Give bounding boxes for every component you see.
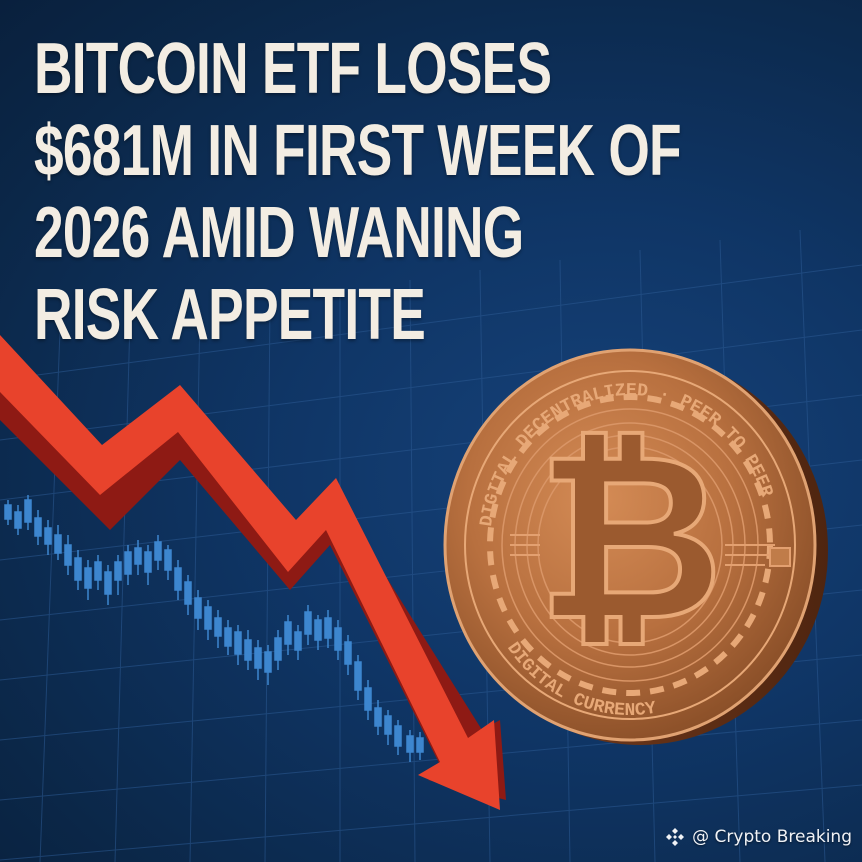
candlesticks	[4, 495, 424, 762]
watermark: @ Crypto Breaking	[664, 826, 852, 848]
bitcoin-symbol: ₿	[536, 405, 723, 672]
down-trend-arrow-icon	[0, 335, 500, 810]
binance-diamond-icon	[666, 828, 685, 846]
bitcoin-coin: ₿ DIGITAL DECENTRALIZED · PEER TO PEER D…	[443, 348, 828, 745]
arrow-shadow	[0, 366, 506, 800]
headline-line-4: RISK APPETITE	[34, 275, 426, 355]
watermark-handle: @ Crypto Breaking	[692, 827, 852, 847]
headline-line-3: 2026 AMID WANING	[34, 193, 524, 273]
headline: BITCOIN ETF LOSES $681M IN FIRST WEEK OF…	[34, 28, 682, 356]
headline-line-1: BITCOIN ETF LOSES	[34, 29, 552, 109]
headline-line-2: $681M IN FIRST WEEK OF	[34, 111, 682, 191]
